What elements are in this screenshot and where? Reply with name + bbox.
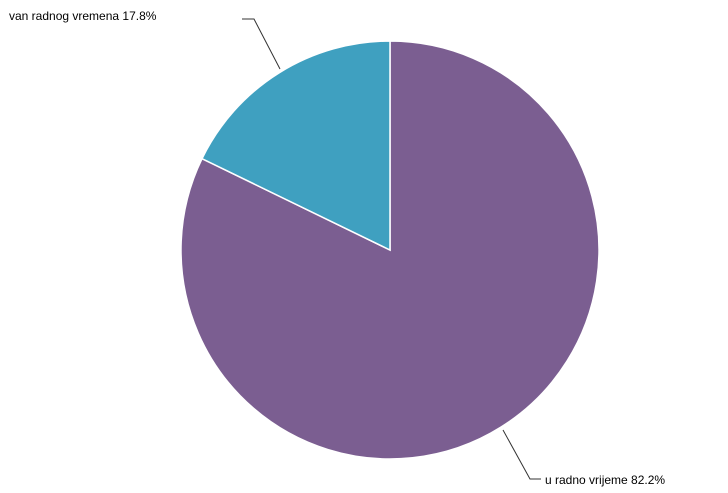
pie-slice-van-radnog-vremena [201, 40, 391, 252]
leader-line-van-radnog-vremena [242, 18, 281, 70]
slice-label-u-radno-vrijeme: u radno vrijeme 82.2% [545, 473, 665, 487]
pie-slices [180, 40, 600, 460]
leader-line-u-radno-vrijeme [502, 429, 541, 480]
leader-lines [242, 18, 541, 480]
slice-labels: van radnog vremena 17.8% u radno vrijeme… [9, 9, 665, 487]
slice-label-van-radnog-vremena: van radnog vremena 17.8% [9, 9, 157, 23]
pie-slice-u-radno-vrijeme [180, 40, 600, 460]
